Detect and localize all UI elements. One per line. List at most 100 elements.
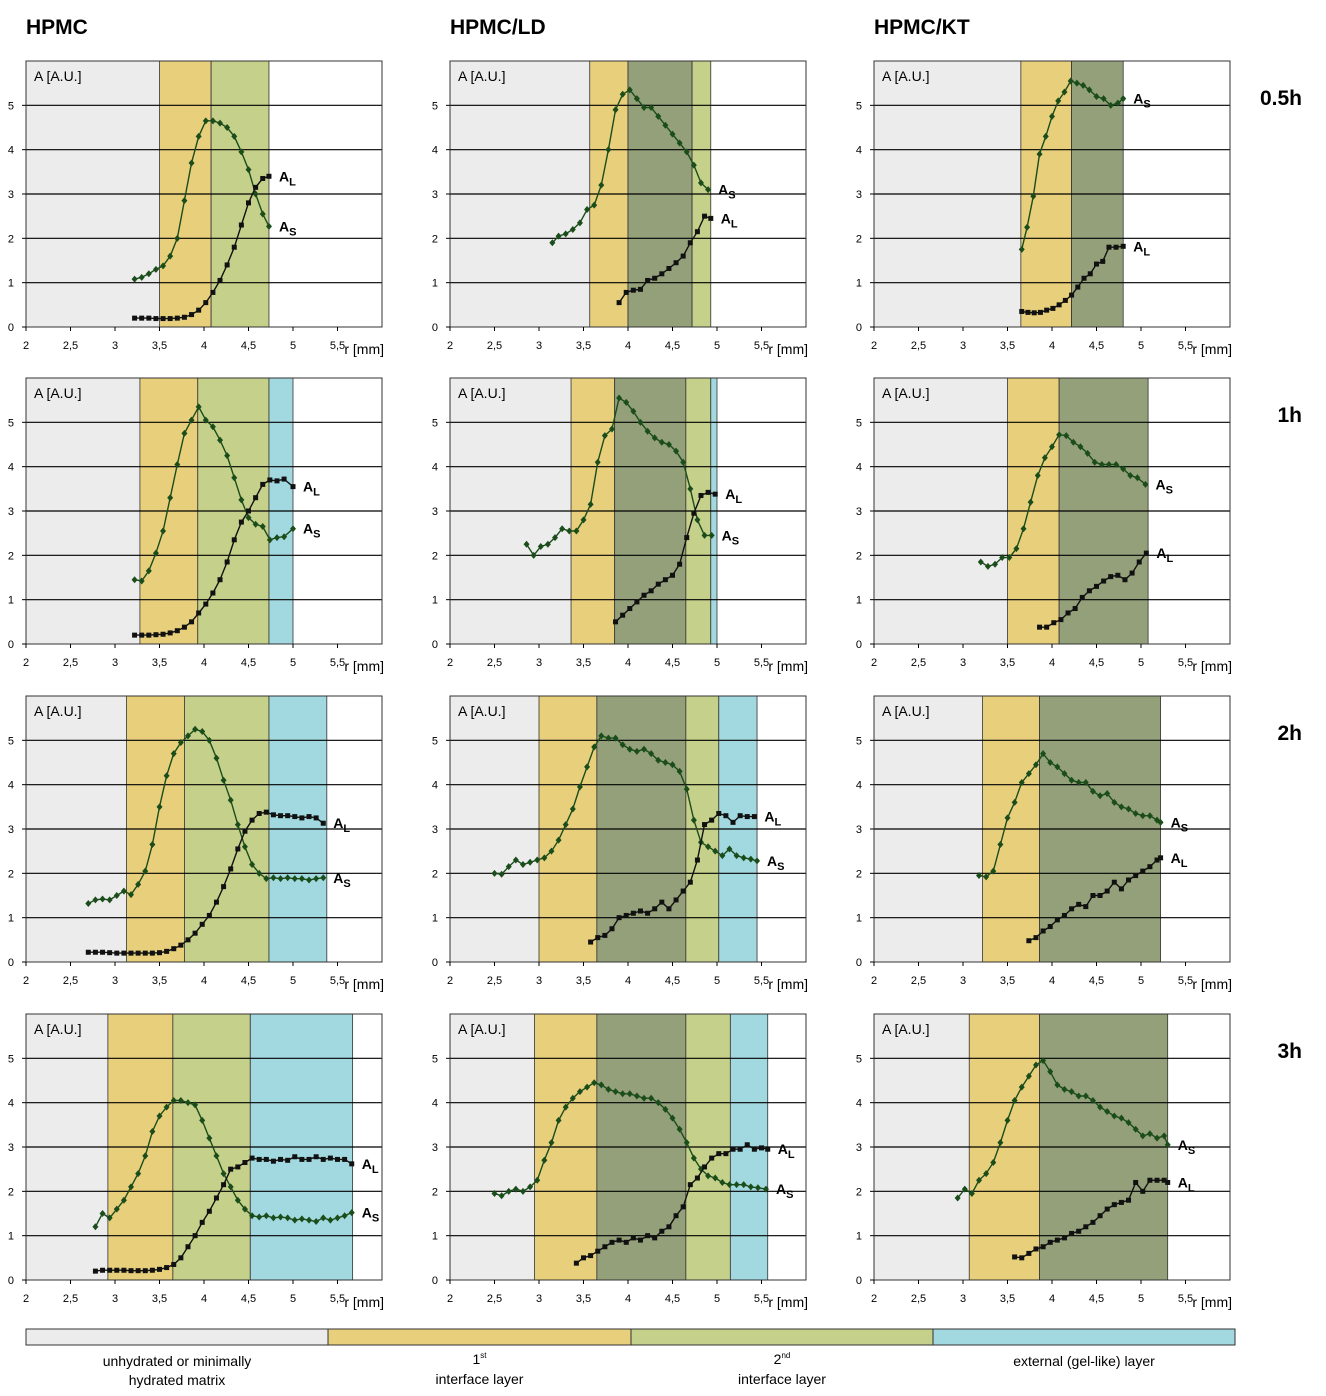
data-point-AL — [638, 909, 643, 914]
series-label-subscript: L — [1166, 553, 1173, 565]
data-point-AL — [228, 866, 233, 871]
data-point-AL — [175, 316, 180, 321]
series-label-main: A — [1155, 476, 1165, 492]
x-tick-label: 2 — [23, 340, 29, 352]
x-tick-label: 3 — [112, 1293, 118, 1305]
data-point-AL — [253, 495, 258, 500]
data-point-AL — [1147, 864, 1152, 869]
x-tick-label: 3,5 — [152, 975, 167, 987]
series-label-subscript: L — [289, 176, 296, 188]
data-point-AL — [1076, 1229, 1081, 1234]
y-tick-label: 1 — [8, 1231, 14, 1243]
data-point-AL — [681, 1204, 686, 1209]
series-label-main: A — [767, 853, 777, 869]
data-point-AL — [677, 562, 682, 567]
data-point-AL — [129, 951, 134, 956]
series-label-subscript: L — [788, 1149, 795, 1161]
series-label-main: A — [776, 1181, 786, 1197]
data-point-AL — [652, 1235, 657, 1240]
data-point-AL — [292, 1154, 297, 1159]
series-label-subscript: S — [786, 1189, 793, 1201]
data-point-AL — [1105, 889, 1110, 894]
data-point-AL — [121, 951, 126, 956]
data-point-AL — [228, 1167, 233, 1172]
x-tick-label: 5,5 — [1178, 657, 1193, 669]
data-point-AL — [1133, 1180, 1138, 1185]
series-label-main: A — [1178, 1137, 1188, 1153]
data-point-AL — [1121, 244, 1126, 249]
data-point-AL — [321, 821, 326, 826]
data-point-AL — [1094, 262, 1099, 267]
data-point-AL — [114, 1268, 119, 1273]
data-point-AL — [242, 1160, 247, 1165]
x-tick-label: 2 — [871, 1293, 877, 1305]
y-tick-label: 3 — [432, 1142, 438, 1154]
data-point-AL — [1055, 917, 1060, 922]
data-point-AL — [328, 1156, 333, 1161]
data-point-AL — [666, 906, 671, 911]
x-tick-label: 2,5 — [63, 1293, 78, 1305]
data-point-AL — [716, 811, 721, 816]
data-point-AL — [100, 1268, 105, 1273]
data-point-AL — [708, 216, 713, 221]
y-tick-label: 1 — [432, 1231, 438, 1243]
series-label-main: A — [721, 210, 731, 226]
data-point-AL — [1026, 1251, 1031, 1256]
x-tick-label: 2 — [23, 975, 29, 987]
data-point-AL — [1122, 577, 1127, 582]
x-tick-label: 4 — [1049, 657, 1055, 669]
series-label-main: A — [1156, 545, 1166, 561]
data-point-AL — [1051, 620, 1056, 625]
x-tick-label: 3,5 — [152, 657, 167, 669]
data-point-AL — [698, 493, 703, 498]
chart-panel: 0123452 2,5 3 3,5 4 4,5 5 5,5A [A.U.]r [mm]ASAL — [856, 696, 1232, 992]
x-tick-label: 4 — [1049, 975, 1055, 987]
data-point-AL — [681, 254, 686, 259]
data-point-AL — [1012, 1254, 1017, 1259]
data-point-AL — [299, 815, 304, 820]
data-point-AL — [214, 900, 219, 905]
data-point-AL — [1115, 573, 1120, 578]
data-point-AL — [207, 913, 212, 918]
y-axis-label: A [A.U.] — [882, 1021, 929, 1037]
data-point-AL — [688, 240, 693, 245]
x-tick-label: 5 — [1138, 975, 1144, 987]
data-point-AL — [143, 951, 148, 956]
data-point-AL — [731, 820, 736, 825]
data-point-AL — [257, 1157, 262, 1162]
column-title: HPMC — [26, 16, 88, 39]
data-point-AL — [1048, 924, 1053, 929]
data-point-AL — [674, 260, 679, 265]
x-tick-label: 5,5 — [1178, 1293, 1193, 1305]
data-point-AL — [264, 1157, 269, 1162]
data-point-AL — [146, 316, 151, 321]
y-axis-label: A [A.U.] — [882, 703, 929, 719]
series-label-main: A — [722, 527, 732, 543]
data-point-AL — [1075, 285, 1080, 290]
data-point-AL — [1119, 886, 1124, 891]
data-point-AL — [257, 811, 262, 816]
x-tick-label: 2 — [23, 657, 29, 669]
y-tick-label: 2 — [432, 233, 438, 245]
data-point-AL — [1033, 1246, 1038, 1251]
data-point-AL — [292, 814, 297, 819]
data-point-AL — [602, 1244, 607, 1249]
column-title: HPMC/LD — [450, 16, 546, 39]
data-point-AL — [609, 1240, 614, 1245]
y-tick-label: 3 — [856, 824, 862, 836]
x-tick-label: 5,5 — [754, 1293, 769, 1305]
x-tick-label: 3 — [960, 975, 966, 987]
data-point-AL — [239, 520, 244, 525]
data-point-AL — [674, 1213, 679, 1218]
data-point-AL — [1114, 245, 1119, 250]
chart-panel: 0123452 2,5 3 3,5 4 4,5 5 5,5A [A.U.]r [mm]ASAL — [432, 696, 808, 992]
y-tick-label: 1 — [856, 278, 862, 290]
series-label-subscript: S — [1181, 822, 1188, 834]
data-point-AL — [1069, 293, 1074, 298]
x-tick-label: 4 — [625, 657, 631, 669]
data-point-AL — [1062, 1235, 1067, 1240]
data-point-AL — [588, 1253, 593, 1258]
data-point-AL — [659, 271, 664, 276]
data-point-AL — [1126, 1198, 1131, 1203]
data-point-AL — [1105, 1207, 1110, 1212]
